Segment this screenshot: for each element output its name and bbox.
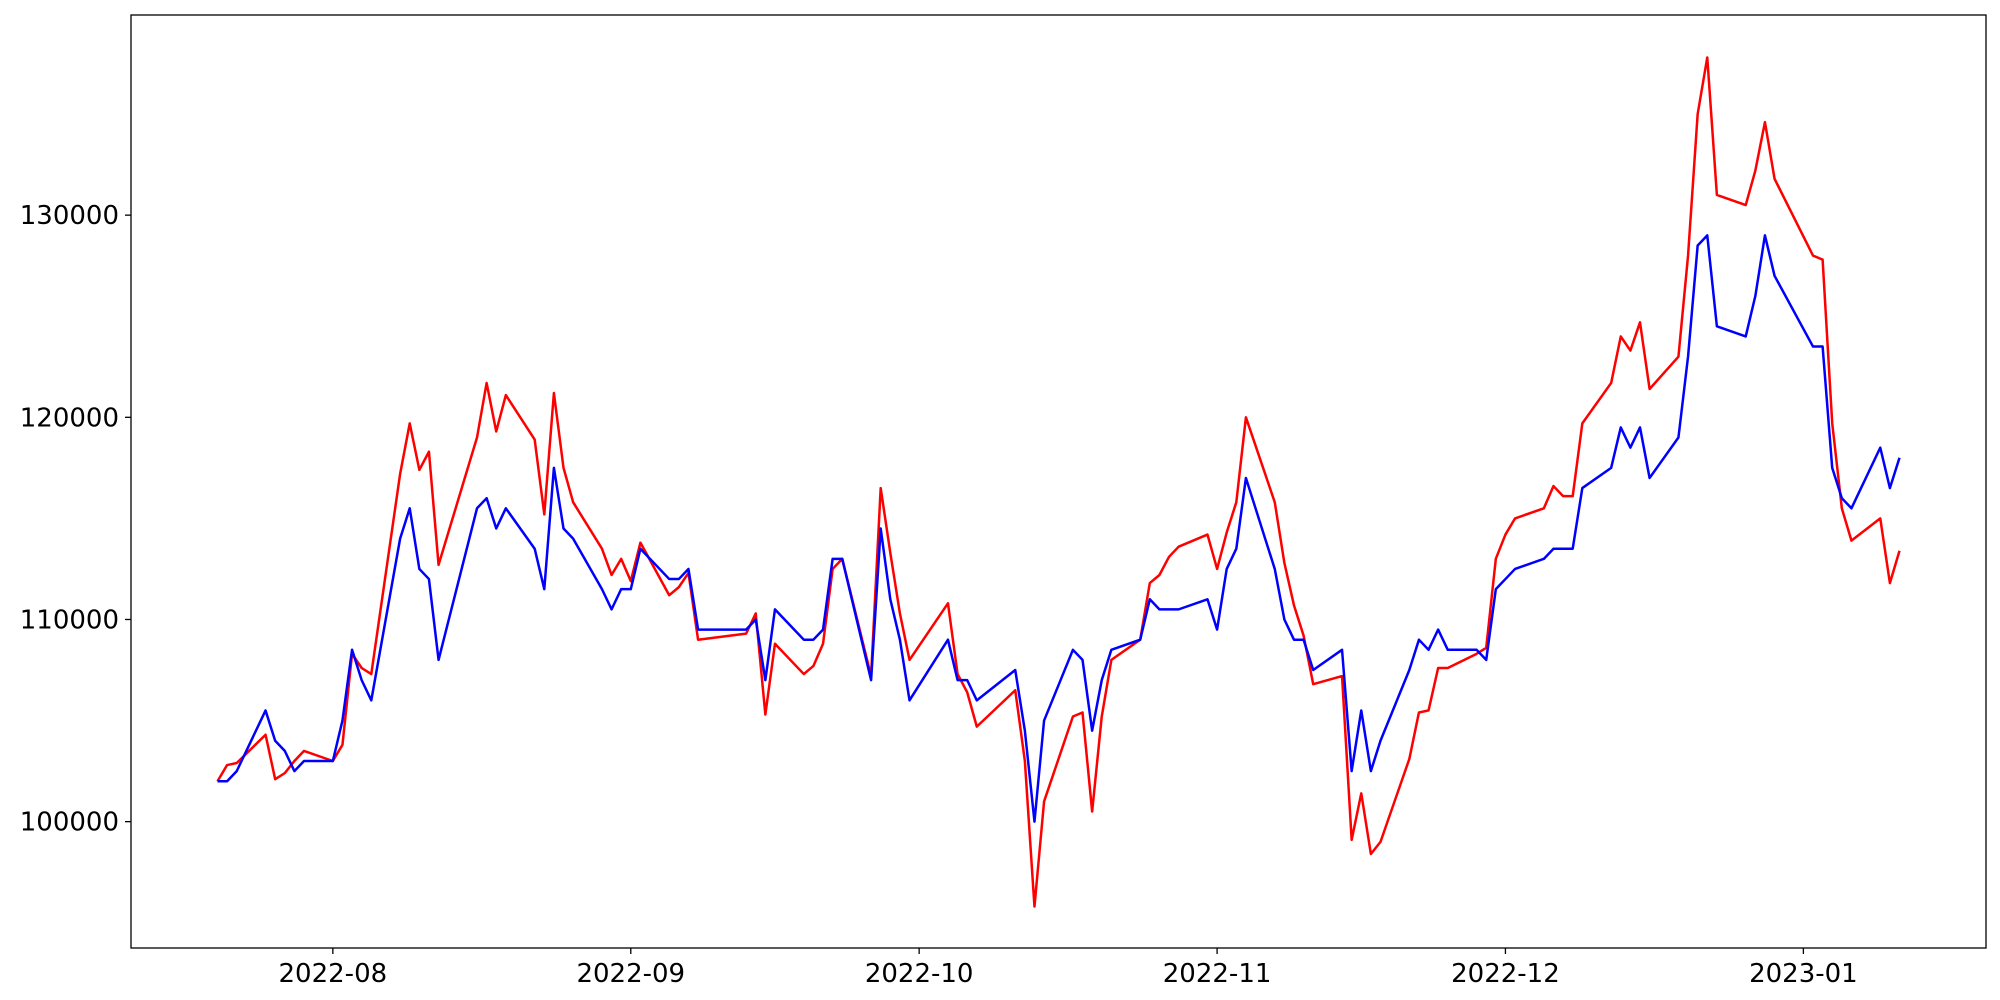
series-line — [217, 234, 1901, 823]
y-tick-label: 110000 — [20, 605, 119, 635]
y-tick-label: 100000 — [20, 808, 119, 838]
x-tick-label: 2022-12 — [1451, 959, 1560, 989]
y-tick-label: 130000 — [20, 201, 119, 231]
series-line — [216, 56, 1901, 908]
x-tick-label: 2023-01 — [1749, 959, 1858, 989]
x-tick-label: 2022-11 — [1163, 959, 1272, 989]
x-tick-label: 2022-10 — [865, 959, 974, 989]
x-tick-label: 2022-09 — [576, 959, 685, 989]
plot-frame — [130, 14, 1987, 949]
x-tick-label: 2022-08 — [279, 959, 388, 989]
y-tick-label: 120000 — [20, 403, 119, 433]
